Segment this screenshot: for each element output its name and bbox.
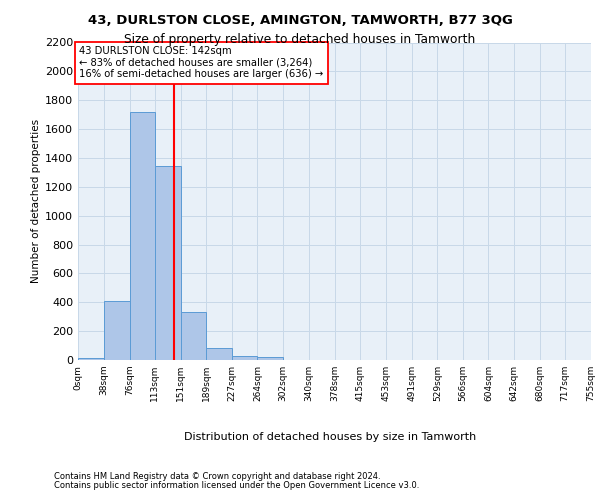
Bar (206, 348, 232, 360)
Bar (155, 166, 181, 360)
Bar (181, 312, 206, 360)
Y-axis label: Number of detached properties: Number of detached properties (31, 119, 41, 284)
Bar (130, 112, 155, 360)
Bar (104, 301, 130, 360)
Text: 43 DURLSTON CLOSE: 142sqm
← 83% of detached houses are smaller (3,264)
16% of se: 43 DURLSTON CLOSE: 142sqm ← 83% of detac… (79, 46, 323, 80)
Bar (232, 356, 257, 360)
Text: Size of property relative to detached houses in Tamworth: Size of property relative to detached ho… (124, 34, 476, 46)
Text: Distribution of detached houses by size in Tamworth: Distribution of detached houses by size … (184, 432, 476, 442)
Bar (78, 358, 104, 360)
Text: Contains public sector information licensed under the Open Government Licence v3: Contains public sector information licen… (54, 481, 419, 490)
Text: 43, DURLSTON CLOSE, AMINGTON, TAMWORTH, B77 3QG: 43, DURLSTON CLOSE, AMINGTON, TAMWORTH, … (88, 14, 512, 28)
Bar (257, 358, 283, 360)
Text: Contains HM Land Registry data © Crown copyright and database right 2024.: Contains HM Land Registry data © Crown c… (54, 472, 380, 481)
